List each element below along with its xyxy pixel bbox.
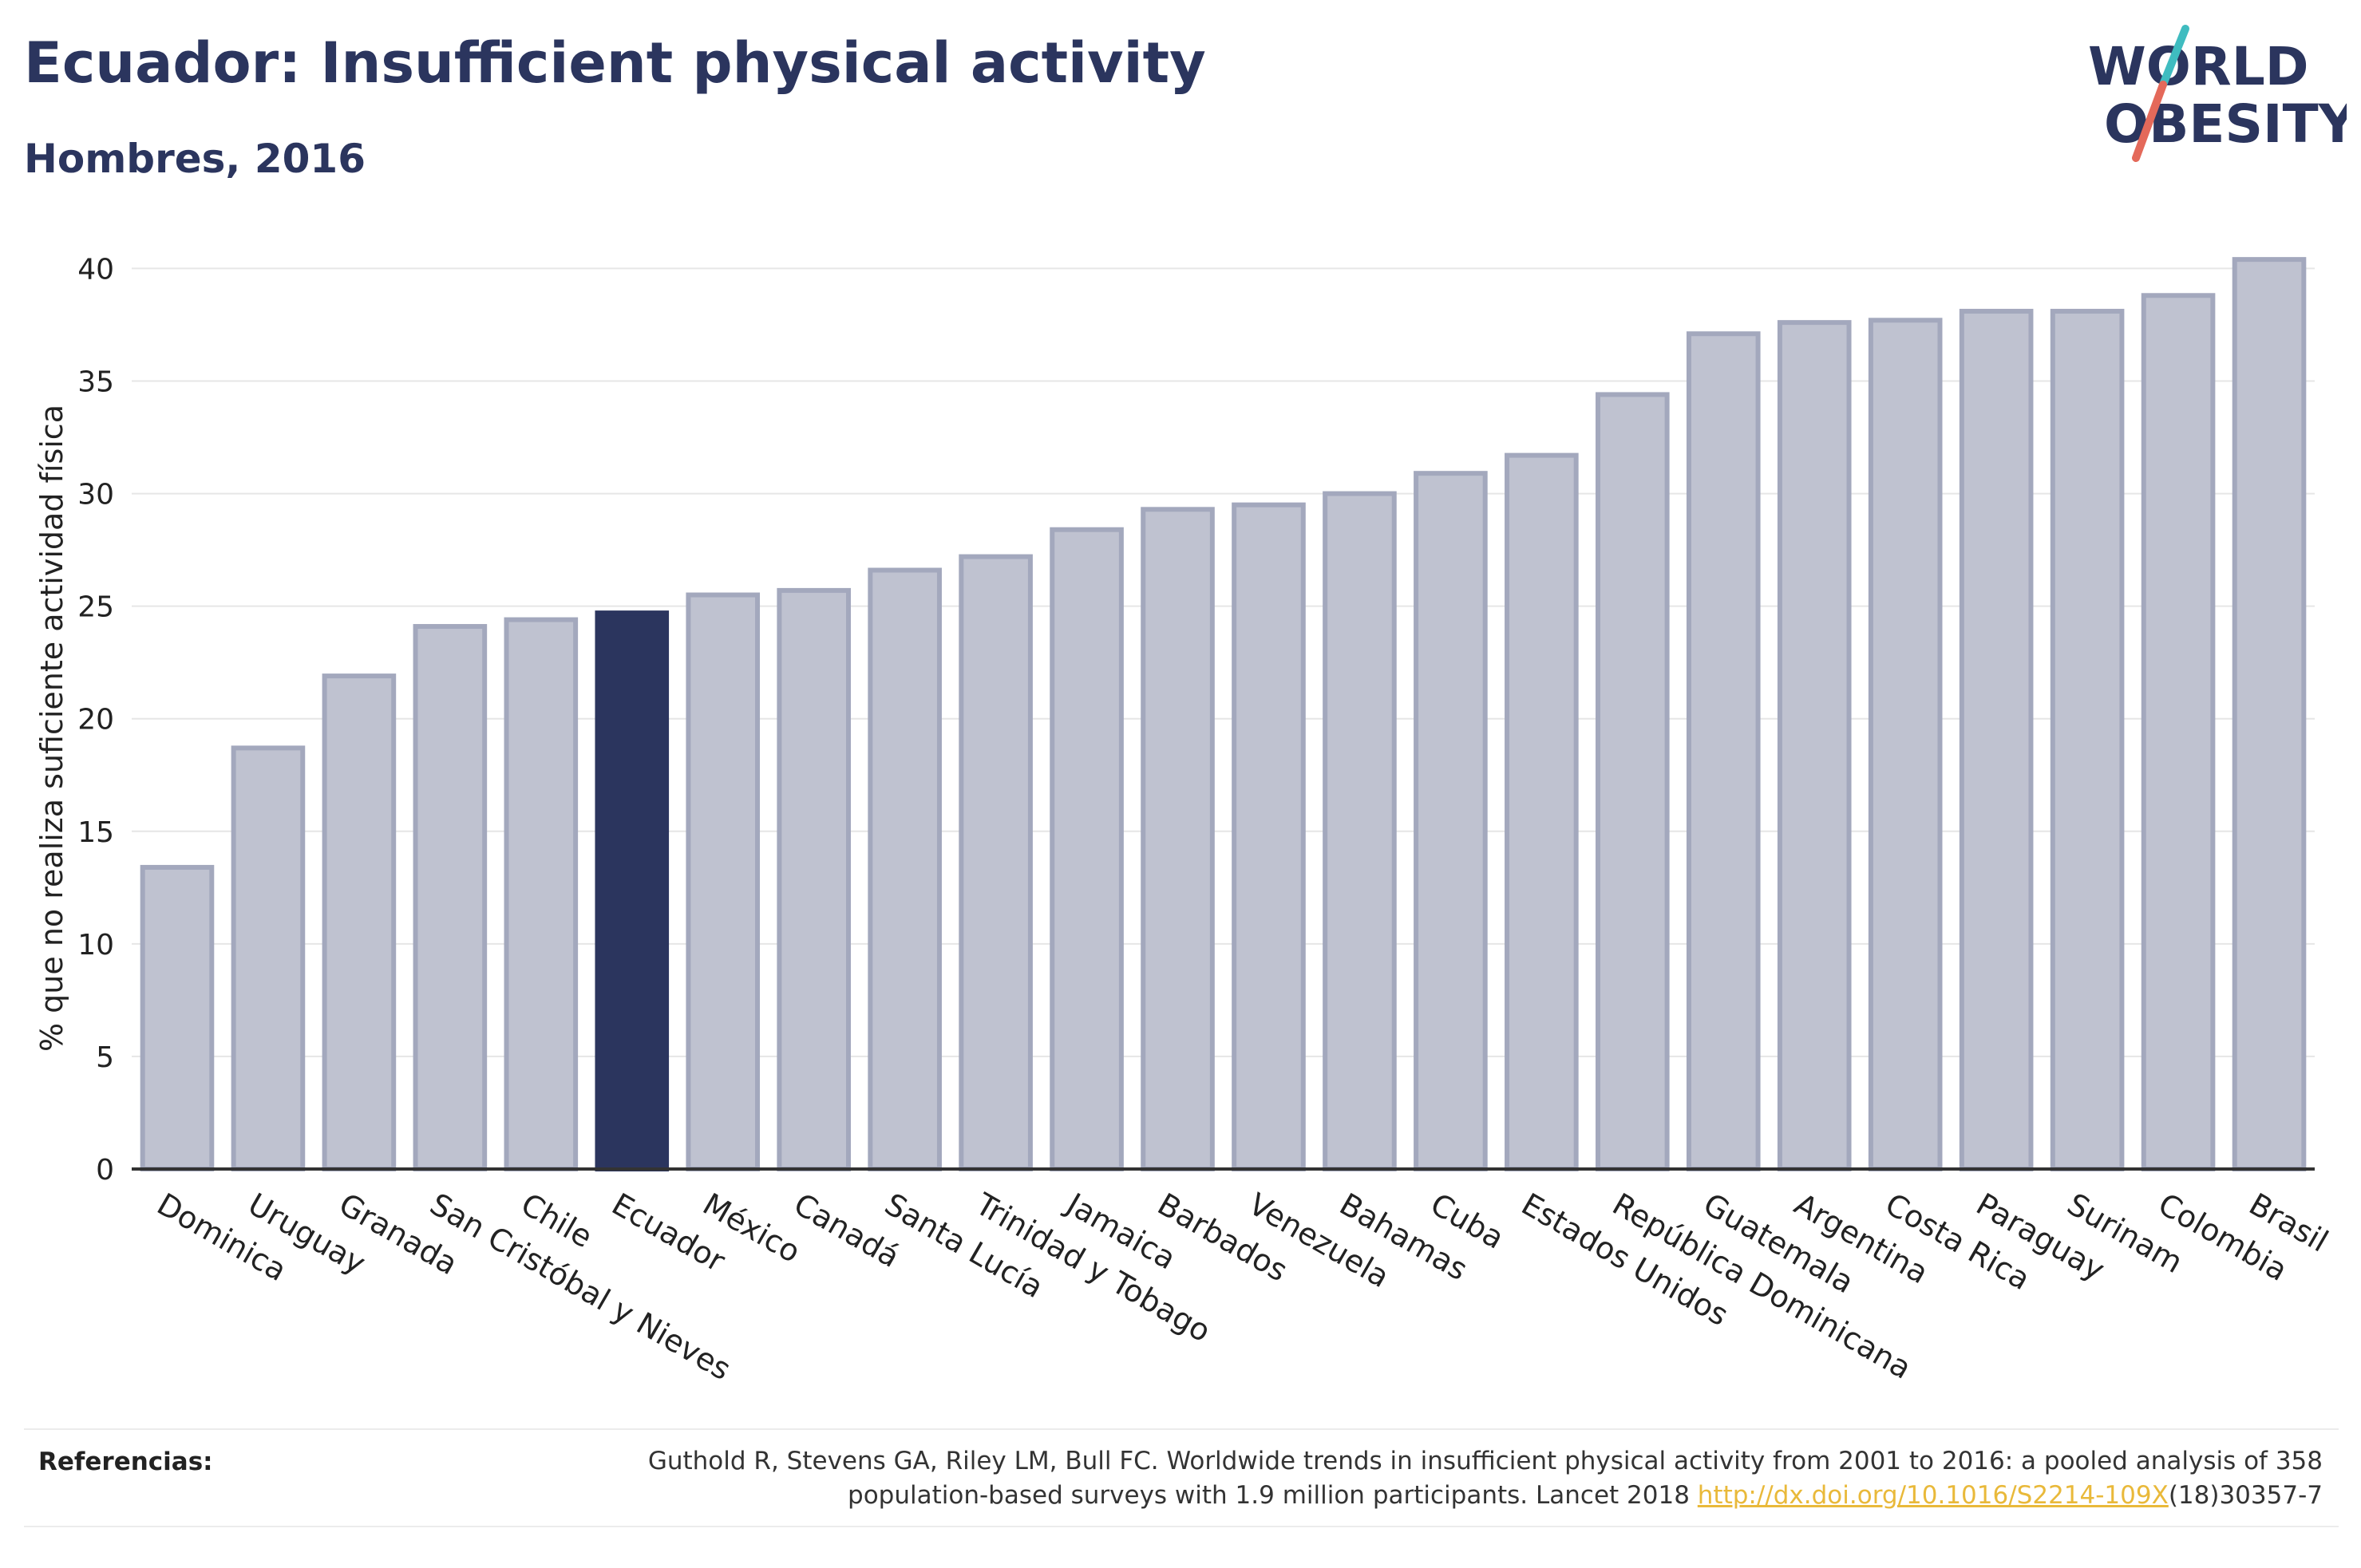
bar [2232,257,2307,1172]
y-tick-labels: 0 5 10 15 20 25 30 35 40 [77,253,114,1187]
bar [231,745,306,1171]
bar [1868,318,1943,1172]
bars [140,257,2307,1172]
chart-subtitle: Hombres, 2016 [24,136,366,182]
y-tick-label: 20 [77,704,114,737]
y-axis-label: % que no realiza suficiente actividad fí… [34,405,69,1052]
reference-line2-prefix: population-based surveys with 1.9 millio… [848,1481,1698,1510]
y-tick-label: 15 [77,816,114,849]
bar [1050,527,1124,1171]
references-text: Guthold R, Stevens GA, Riley LM, Bull FC… [567,1444,2323,1513]
bar [2141,293,2216,1171]
logo-slash-teal [2159,25,2189,89]
references-box: Referencias: Guthold R, Stevens GA, Rile… [24,1428,2339,1527]
bar [1686,331,1761,1171]
reference-line2-suffix: (18)30357-7 [2168,1481,2323,1510]
bar-chart: 0 5 10 15 20 25 30 35 40 DominicaUruguayGranadaS… [34,253,2334,1388]
reference-line1: Guthold R, Stevens GA, Riley LM, Bull FC… [647,1447,2323,1475]
bar [322,673,397,1171]
y-tick-label: 35 [77,366,114,399]
y-tick-label: 40 [77,253,114,286]
logo-slash-coral [2132,81,2167,162]
references-label: Referencias: [38,1448,213,1476]
y-tick-label: 5 [96,1041,114,1074]
x-tick-label: Canadá [788,1187,905,1274]
bar-highlight [595,610,670,1171]
bar [777,587,851,1171]
bar [2050,309,2125,1171]
bar [1505,452,1579,1171]
chart-title: Ecuador: Insufficient physical activity [24,30,1206,96]
bar [686,592,761,1171]
world-obesity-logo: WORLD OBESITY [2088,25,2347,162]
y-tick-label: 30 [77,479,114,511]
gridlines [132,267,2315,1057]
bar [504,617,579,1171]
y-tick-label: 0 [96,1154,114,1187]
bar [1323,491,1397,1171]
y-tick-label: 25 [77,591,114,624]
bar [140,864,215,1172]
logo-line1: WORLD [2088,36,2309,97]
bar [1141,507,1215,1171]
bar [1777,320,1852,1172]
y-tick-label: 10 [77,929,114,962]
bar [1596,392,1670,1171]
bar [868,567,942,1171]
bar [959,554,1033,1171]
bar [1232,502,1306,1171]
bar [1959,309,2034,1171]
bar [1414,471,1488,1171]
doi-link[interactable]: http://dx.doi.org/10.1016/S2214-109X [1697,1481,2169,1510]
bar [413,624,488,1171]
